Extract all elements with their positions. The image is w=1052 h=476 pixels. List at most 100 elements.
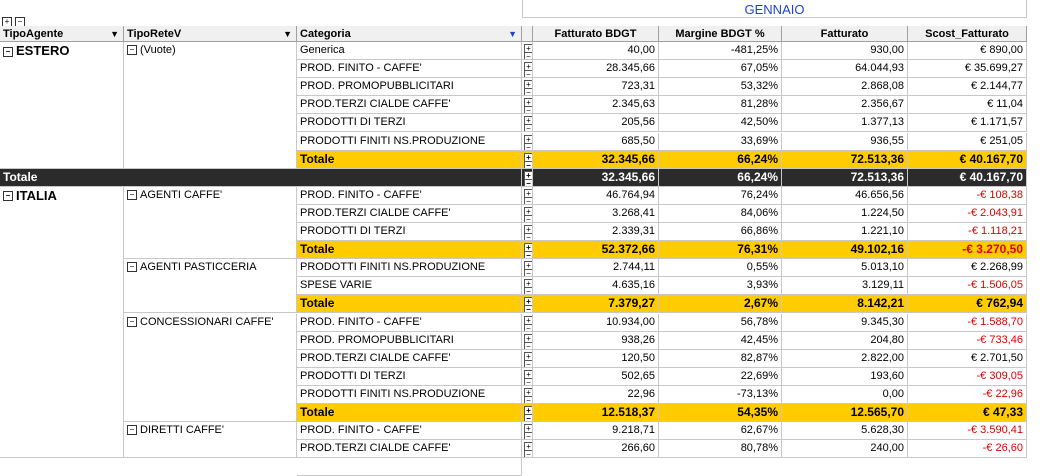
agent-cell[interactable]: − ESTERO xyxy=(0,42,124,169)
category-cell[interactable]: PROD. FINITO - CAFFE' xyxy=(297,422,522,441)
expand-collapse-cell[interactable]: + − xyxy=(522,367,533,386)
category-cell[interactable]: PRODOTTI DI TERZI xyxy=(297,223,522,242)
category-cell[interactable]: PROD.TERZI CIALDE CAFFE' xyxy=(297,204,522,223)
expand-collapse-cell[interactable]: + − xyxy=(522,96,533,115)
collapse-icon[interactable]: − xyxy=(3,46,13,57)
expand-collapse-cell[interactable]: + − xyxy=(522,349,533,368)
measure-header[interactable]: Fatturato BDGT xyxy=(533,26,659,42)
collapse-icon[interactable]: − xyxy=(524,160,532,168)
collapse-icon[interactable]: − xyxy=(524,142,532,150)
collapse-icon[interactable]: − xyxy=(524,124,532,132)
expand-collapse-cell[interactable]: + − xyxy=(522,241,533,260)
rete-label: DIRETTI CAFFE' xyxy=(140,424,224,437)
expand-collapse-cell[interactable]: + − xyxy=(522,42,533,61)
rete-cell[interactable]: − (Vuote) xyxy=(124,42,297,169)
collapse-icon[interactable]: − xyxy=(524,414,532,422)
category-cell[interactable]: PRODOTTI FINITI NS.PRODUZIONE xyxy=(297,385,522,404)
collapse-icon[interactable]: − xyxy=(524,70,532,78)
expand-collapse-cell[interactable]: + − xyxy=(522,331,533,350)
rete-cell[interactable]: − DIRETTI CAFFE' xyxy=(124,422,297,459)
measure-header[interactable]: Fatturato xyxy=(782,26,908,42)
collapse-icon[interactable]: − xyxy=(524,88,532,96)
expand-collapse-cell[interactable]: + − xyxy=(522,223,533,242)
collapse-icon[interactable]: − xyxy=(524,196,532,204)
collapse-icon[interactable]: − xyxy=(524,323,532,331)
value-cell: -€ 3.270,50 xyxy=(908,241,1027,260)
filter-dropdown-icon[interactable]: ▼ xyxy=(508,29,517,39)
collapse-icon[interactable]: − xyxy=(3,191,13,202)
collapse-icon[interactable]: − xyxy=(524,432,532,440)
expand-collapse-cell[interactable]: + − xyxy=(522,132,533,151)
agent-cell[interactable]: − ITALIA xyxy=(0,186,124,459)
value-cell: 2.339,31 xyxy=(533,223,659,242)
expand-collapse-cell[interactable]: + − xyxy=(522,440,533,459)
value-cell: 54,35% xyxy=(659,404,782,423)
category-cell[interactable]: PROD. PROMOPUBBLICITARI xyxy=(297,331,522,350)
value-cell: -€ 26,60 xyxy=(908,440,1027,459)
collapse-icon[interactable]: − xyxy=(524,395,532,403)
expand-collapse-cell[interactable]: + − xyxy=(522,422,533,441)
collapse-icon[interactable]: − xyxy=(524,52,532,60)
collapse-icon[interactable]: − xyxy=(524,287,532,295)
measure-header[interactable]: Scost_Fatturato xyxy=(908,26,1027,42)
category-cell[interactable]: PROD.TERZI CIALDE CAFFE' xyxy=(297,96,522,115)
value-cell: 938,26 xyxy=(533,331,659,350)
collapse-icon[interactable]: − xyxy=(524,106,532,114)
collapse-icon[interactable]: − xyxy=(524,233,532,241)
rete-cell[interactable]: − AGENTI CAFFE' xyxy=(124,186,297,260)
collapse-icon[interactable]: − xyxy=(524,214,532,222)
collapse-icon[interactable]: − xyxy=(524,269,532,277)
expand-collapse-cell[interactable]: + − xyxy=(522,277,533,296)
collapse-icon[interactable]: − xyxy=(524,305,532,313)
dim-header-tipoagente[interactable]: TipoAgente ▼ xyxy=(0,26,124,42)
category-cell[interactable]: PRODOTTI FINITI NS.PRODUZIONE xyxy=(297,132,522,151)
filter-dropdown-icon[interactable]: ▼ xyxy=(110,29,119,39)
expand-collapse-cell[interactable]: + − xyxy=(522,259,533,278)
category-cell[interactable]: PROD. FINITO - CAFFE' xyxy=(297,60,522,79)
category-cell[interactable]: SPESE VARIE xyxy=(297,277,522,296)
dim-header-categoria[interactable]: Categoria ▼ xyxy=(297,26,522,42)
category-cell[interactable]: PRODOTTI FINITI NS.PRODUZIONE xyxy=(297,259,522,278)
expand-collapse-cell[interactable]: + − xyxy=(522,385,533,404)
rete-cell[interactable]: − CONCESSIONARI CAFFE' xyxy=(124,313,297,423)
value-cell: 46.656,56 xyxy=(782,186,908,205)
collapse-icon[interactable]: − xyxy=(127,45,137,56)
measure-header[interactable]: Margine BDGT % xyxy=(659,26,782,42)
expand-collapse-cell[interactable]: + − xyxy=(522,186,533,205)
expand-collapse-cell[interactable]: + − xyxy=(522,78,533,97)
expand-collapse-cell[interactable]: + − xyxy=(522,114,533,133)
category-cell[interactable]: Generica xyxy=(297,42,522,61)
value-cell: 2.744,11 xyxy=(533,259,659,278)
rete-cell[interactable]: − AGENTI PASTICCERIA xyxy=(124,259,297,314)
expand-collapse-cell[interactable]: + − xyxy=(522,404,533,423)
value-cell: -€ 108,38 xyxy=(908,186,1027,205)
category-cell[interactable]: PROD. FINITO - CAFFE' xyxy=(297,186,522,205)
value-cell: -€ 2.043,91 xyxy=(908,204,1027,223)
expand-collapse-cell[interactable]: + − xyxy=(522,295,533,314)
expand-collapse-cell[interactable]: + − xyxy=(522,204,533,223)
collapse-icon[interactable]: − xyxy=(127,316,137,327)
expand-collapse-cell[interactable]: + − xyxy=(522,168,533,187)
category-cell[interactable]: PRODOTTI DI TERZI xyxy=(297,114,522,133)
category-cell[interactable]: PROD. FINITO - CAFFE' xyxy=(297,313,522,332)
category-cell[interactable]: PROD.TERZI CIALDE CAFFE' xyxy=(297,349,522,368)
collapse-icon[interactable]: − xyxy=(524,377,532,385)
category-cell[interactable]: PROD. PROMOPUBBLICITARI xyxy=(297,78,522,97)
collapse-icon[interactable]: − xyxy=(127,262,137,273)
expand-collapse-cell[interactable]: + − xyxy=(522,313,533,332)
collapse-icon[interactable]: − xyxy=(524,251,532,259)
dim-header-tiporetev[interactable]: TipoReteV ▼ xyxy=(124,26,297,42)
value-cell: € 35.699,27 xyxy=(908,60,1027,79)
expand-collapse-cell[interactable]: + − xyxy=(522,60,533,79)
collapse-icon[interactable]: − xyxy=(127,189,137,200)
category-cell[interactable]: PROD.TERZI CIALDE CAFFE' xyxy=(297,440,522,459)
category-cell[interactable]: PRODOTTI DI TERZI xyxy=(297,367,522,386)
collapse-icon[interactable]: − xyxy=(524,341,532,349)
collapse-icon[interactable]: − xyxy=(524,450,532,458)
collapse-icon[interactable]: − xyxy=(524,178,532,186)
value-cell: 5.628,30 xyxy=(782,422,908,441)
filter-dropdown-icon[interactable]: ▼ xyxy=(283,29,292,39)
collapse-icon[interactable]: − xyxy=(127,425,137,436)
collapse-icon[interactable]: − xyxy=(524,359,532,367)
expand-collapse-cell[interactable]: + − xyxy=(522,150,533,169)
